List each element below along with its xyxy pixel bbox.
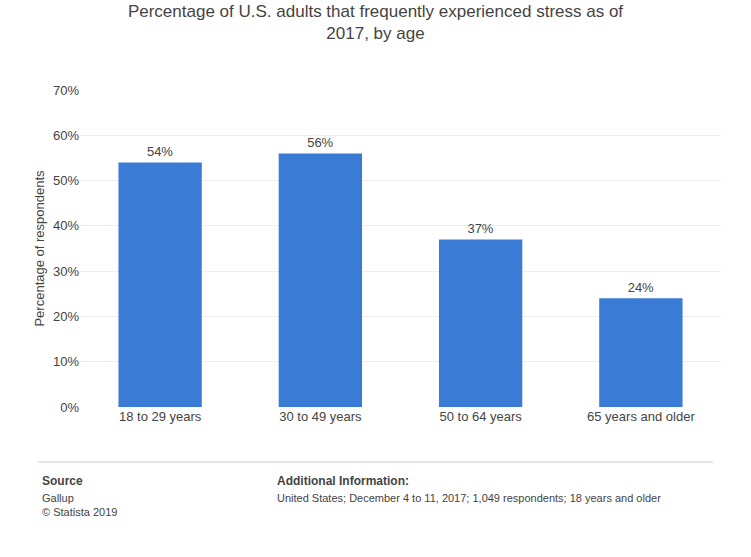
svg-text:30%: 30% — [53, 264, 79, 279]
svg-text:18 to 29 years: 18 to 29 years — [119, 409, 202, 424]
svg-text:24%: 24% — [628, 280, 654, 295]
svg-text:Source: Source — [42, 474, 83, 488]
svg-text:50 to 64 years: 50 to 64 years — [439, 409, 522, 424]
svg-text:70%: 70% — [53, 83, 79, 98]
svg-text:0%: 0% — [60, 400, 79, 415]
svg-text:Gallup© Statista 2019: Gallup© Statista 2019 — [42, 492, 117, 518]
svg-text:Percentage of U.S. adults that: Percentage of U.S. adults that frequentl… — [128, 2, 623, 43]
svg-text:60%: 60% — [53, 128, 79, 143]
svg-text:30 to 49 years: 30 to 49 years — [279, 409, 362, 424]
svg-text:50%: 50% — [53, 173, 79, 188]
svg-text:40%: 40% — [53, 218, 79, 233]
svg-text:20%: 20% — [53, 309, 79, 324]
svg-text:Percentage of respondents: Percentage of respondents — [32, 170, 47, 327]
svg-text:65 years and older: 65 years and older — [587, 409, 695, 424]
svg-text:United States; December 4 to 1: United States; December 4 to 11, 2017; 1… — [277, 492, 661, 504]
svg-text:37%: 37% — [467, 221, 493, 236]
svg-text:Additional Information:: Additional Information: — [277, 474, 409, 488]
svg-text:10%: 10% — [53, 354, 79, 369]
svg-text:56%: 56% — [307, 135, 333, 150]
svg-text:54%: 54% — [147, 144, 173, 159]
